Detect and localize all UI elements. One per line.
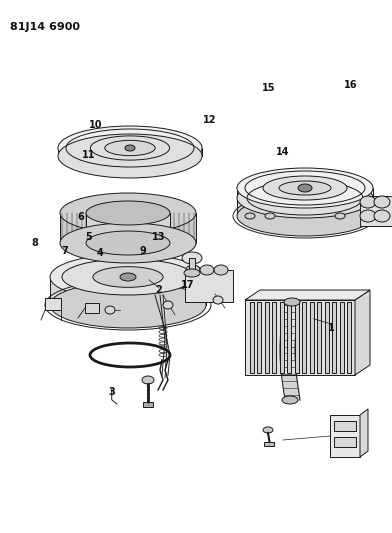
Ellipse shape xyxy=(50,254,206,300)
Bar xyxy=(185,270,233,302)
Ellipse shape xyxy=(120,273,136,281)
Bar xyxy=(272,302,276,373)
Bar xyxy=(237,198,373,216)
Text: 14: 14 xyxy=(276,147,289,157)
Bar xyxy=(265,302,269,373)
Bar xyxy=(264,442,274,446)
Ellipse shape xyxy=(58,134,202,178)
Bar xyxy=(332,302,336,373)
Text: 3: 3 xyxy=(108,387,115,397)
Bar xyxy=(360,196,392,226)
Ellipse shape xyxy=(335,213,345,219)
Ellipse shape xyxy=(182,252,202,264)
Bar xyxy=(317,302,321,373)
Ellipse shape xyxy=(86,231,170,255)
Bar xyxy=(325,302,328,373)
Ellipse shape xyxy=(200,265,214,275)
Ellipse shape xyxy=(360,196,376,208)
Text: 12: 12 xyxy=(203,115,216,125)
Text: 5: 5 xyxy=(85,232,92,242)
Ellipse shape xyxy=(163,301,173,309)
Text: 1: 1 xyxy=(328,323,335,333)
Ellipse shape xyxy=(374,196,390,208)
Ellipse shape xyxy=(282,396,298,404)
Ellipse shape xyxy=(284,298,300,306)
Text: 13: 13 xyxy=(152,232,165,242)
Text: 17: 17 xyxy=(181,280,195,290)
Text: 15: 15 xyxy=(262,83,275,93)
Ellipse shape xyxy=(237,168,373,208)
Text: 2: 2 xyxy=(155,286,162,295)
Bar xyxy=(50,277,206,305)
Ellipse shape xyxy=(298,184,312,192)
Text: 81J14 6900: 81J14 6900 xyxy=(10,22,80,32)
Ellipse shape xyxy=(214,265,228,275)
Bar xyxy=(339,302,343,373)
Bar xyxy=(334,421,356,431)
Bar xyxy=(58,148,202,156)
Bar xyxy=(334,437,356,447)
Bar xyxy=(237,188,373,198)
Ellipse shape xyxy=(86,201,170,225)
Ellipse shape xyxy=(186,265,200,275)
Ellipse shape xyxy=(142,376,154,384)
Ellipse shape xyxy=(237,178,373,218)
Bar xyxy=(258,302,261,373)
Bar xyxy=(86,213,170,243)
Bar xyxy=(310,302,314,373)
Ellipse shape xyxy=(60,223,196,263)
Ellipse shape xyxy=(58,126,202,170)
Ellipse shape xyxy=(50,282,206,328)
Text: 11: 11 xyxy=(82,150,95,159)
Ellipse shape xyxy=(237,196,373,236)
Ellipse shape xyxy=(279,181,331,195)
Bar xyxy=(347,302,351,373)
Text: 7: 7 xyxy=(61,246,68,255)
Text: 4: 4 xyxy=(96,248,103,258)
Bar xyxy=(60,213,196,243)
Ellipse shape xyxy=(91,136,170,160)
Bar xyxy=(85,303,99,313)
Bar xyxy=(295,302,299,373)
Ellipse shape xyxy=(62,259,194,295)
Ellipse shape xyxy=(263,427,273,433)
Text: 10: 10 xyxy=(89,120,103,130)
Bar xyxy=(45,298,61,310)
Bar xyxy=(245,300,355,375)
Polygon shape xyxy=(360,409,368,457)
Bar xyxy=(250,302,254,373)
Ellipse shape xyxy=(105,140,155,156)
Text: 9: 9 xyxy=(140,246,147,255)
Ellipse shape xyxy=(93,266,163,287)
Ellipse shape xyxy=(125,145,135,151)
Bar xyxy=(143,402,153,407)
Ellipse shape xyxy=(213,296,223,304)
Bar xyxy=(189,258,195,273)
Bar xyxy=(330,415,360,457)
Bar xyxy=(302,302,306,373)
Polygon shape xyxy=(245,290,370,300)
Ellipse shape xyxy=(184,269,200,277)
Ellipse shape xyxy=(265,213,275,219)
Text: 16: 16 xyxy=(344,80,358,90)
Bar xyxy=(287,302,291,373)
Text: 8: 8 xyxy=(32,238,39,247)
Ellipse shape xyxy=(245,213,255,219)
Text: 6: 6 xyxy=(77,213,84,222)
Bar xyxy=(280,302,284,373)
Polygon shape xyxy=(355,290,370,375)
Ellipse shape xyxy=(374,210,390,222)
Ellipse shape xyxy=(60,193,196,233)
Ellipse shape xyxy=(263,176,347,200)
Ellipse shape xyxy=(360,210,376,222)
Ellipse shape xyxy=(105,306,115,314)
